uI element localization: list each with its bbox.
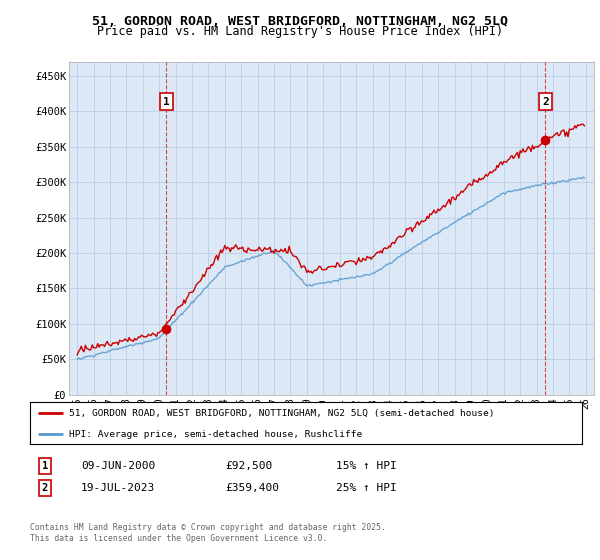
Text: 25% ↑ HPI: 25% ↑ HPI — [336, 483, 397, 493]
Text: 1: 1 — [163, 96, 170, 106]
Text: HPI: Average price, semi-detached house, Rushcliffe: HPI: Average price, semi-detached house,… — [68, 430, 362, 439]
Text: 1: 1 — [42, 461, 48, 471]
Text: 19-JUL-2023: 19-JUL-2023 — [81, 483, 155, 493]
Text: 15% ↑ HPI: 15% ↑ HPI — [336, 461, 397, 471]
Text: £92,500: £92,500 — [225, 461, 272, 471]
Text: 09-JUN-2000: 09-JUN-2000 — [81, 461, 155, 471]
Text: 51, GORDON ROAD, WEST BRIDGFORD, NOTTINGHAM, NG2 5LQ: 51, GORDON ROAD, WEST BRIDGFORD, NOTTING… — [92, 15, 508, 28]
Text: Contains HM Land Registry data © Crown copyright and database right 2025.
This d: Contains HM Land Registry data © Crown c… — [30, 524, 386, 543]
Text: 2: 2 — [42, 483, 48, 493]
Text: Price paid vs. HM Land Registry's House Price Index (HPI): Price paid vs. HM Land Registry's House … — [97, 25, 503, 38]
Text: £359,400: £359,400 — [225, 483, 279, 493]
Text: 2: 2 — [542, 96, 549, 106]
Text: 51, GORDON ROAD, WEST BRIDGFORD, NOTTINGHAM, NG2 5LQ (semi-detached house): 51, GORDON ROAD, WEST BRIDGFORD, NOTTING… — [68, 409, 494, 418]
